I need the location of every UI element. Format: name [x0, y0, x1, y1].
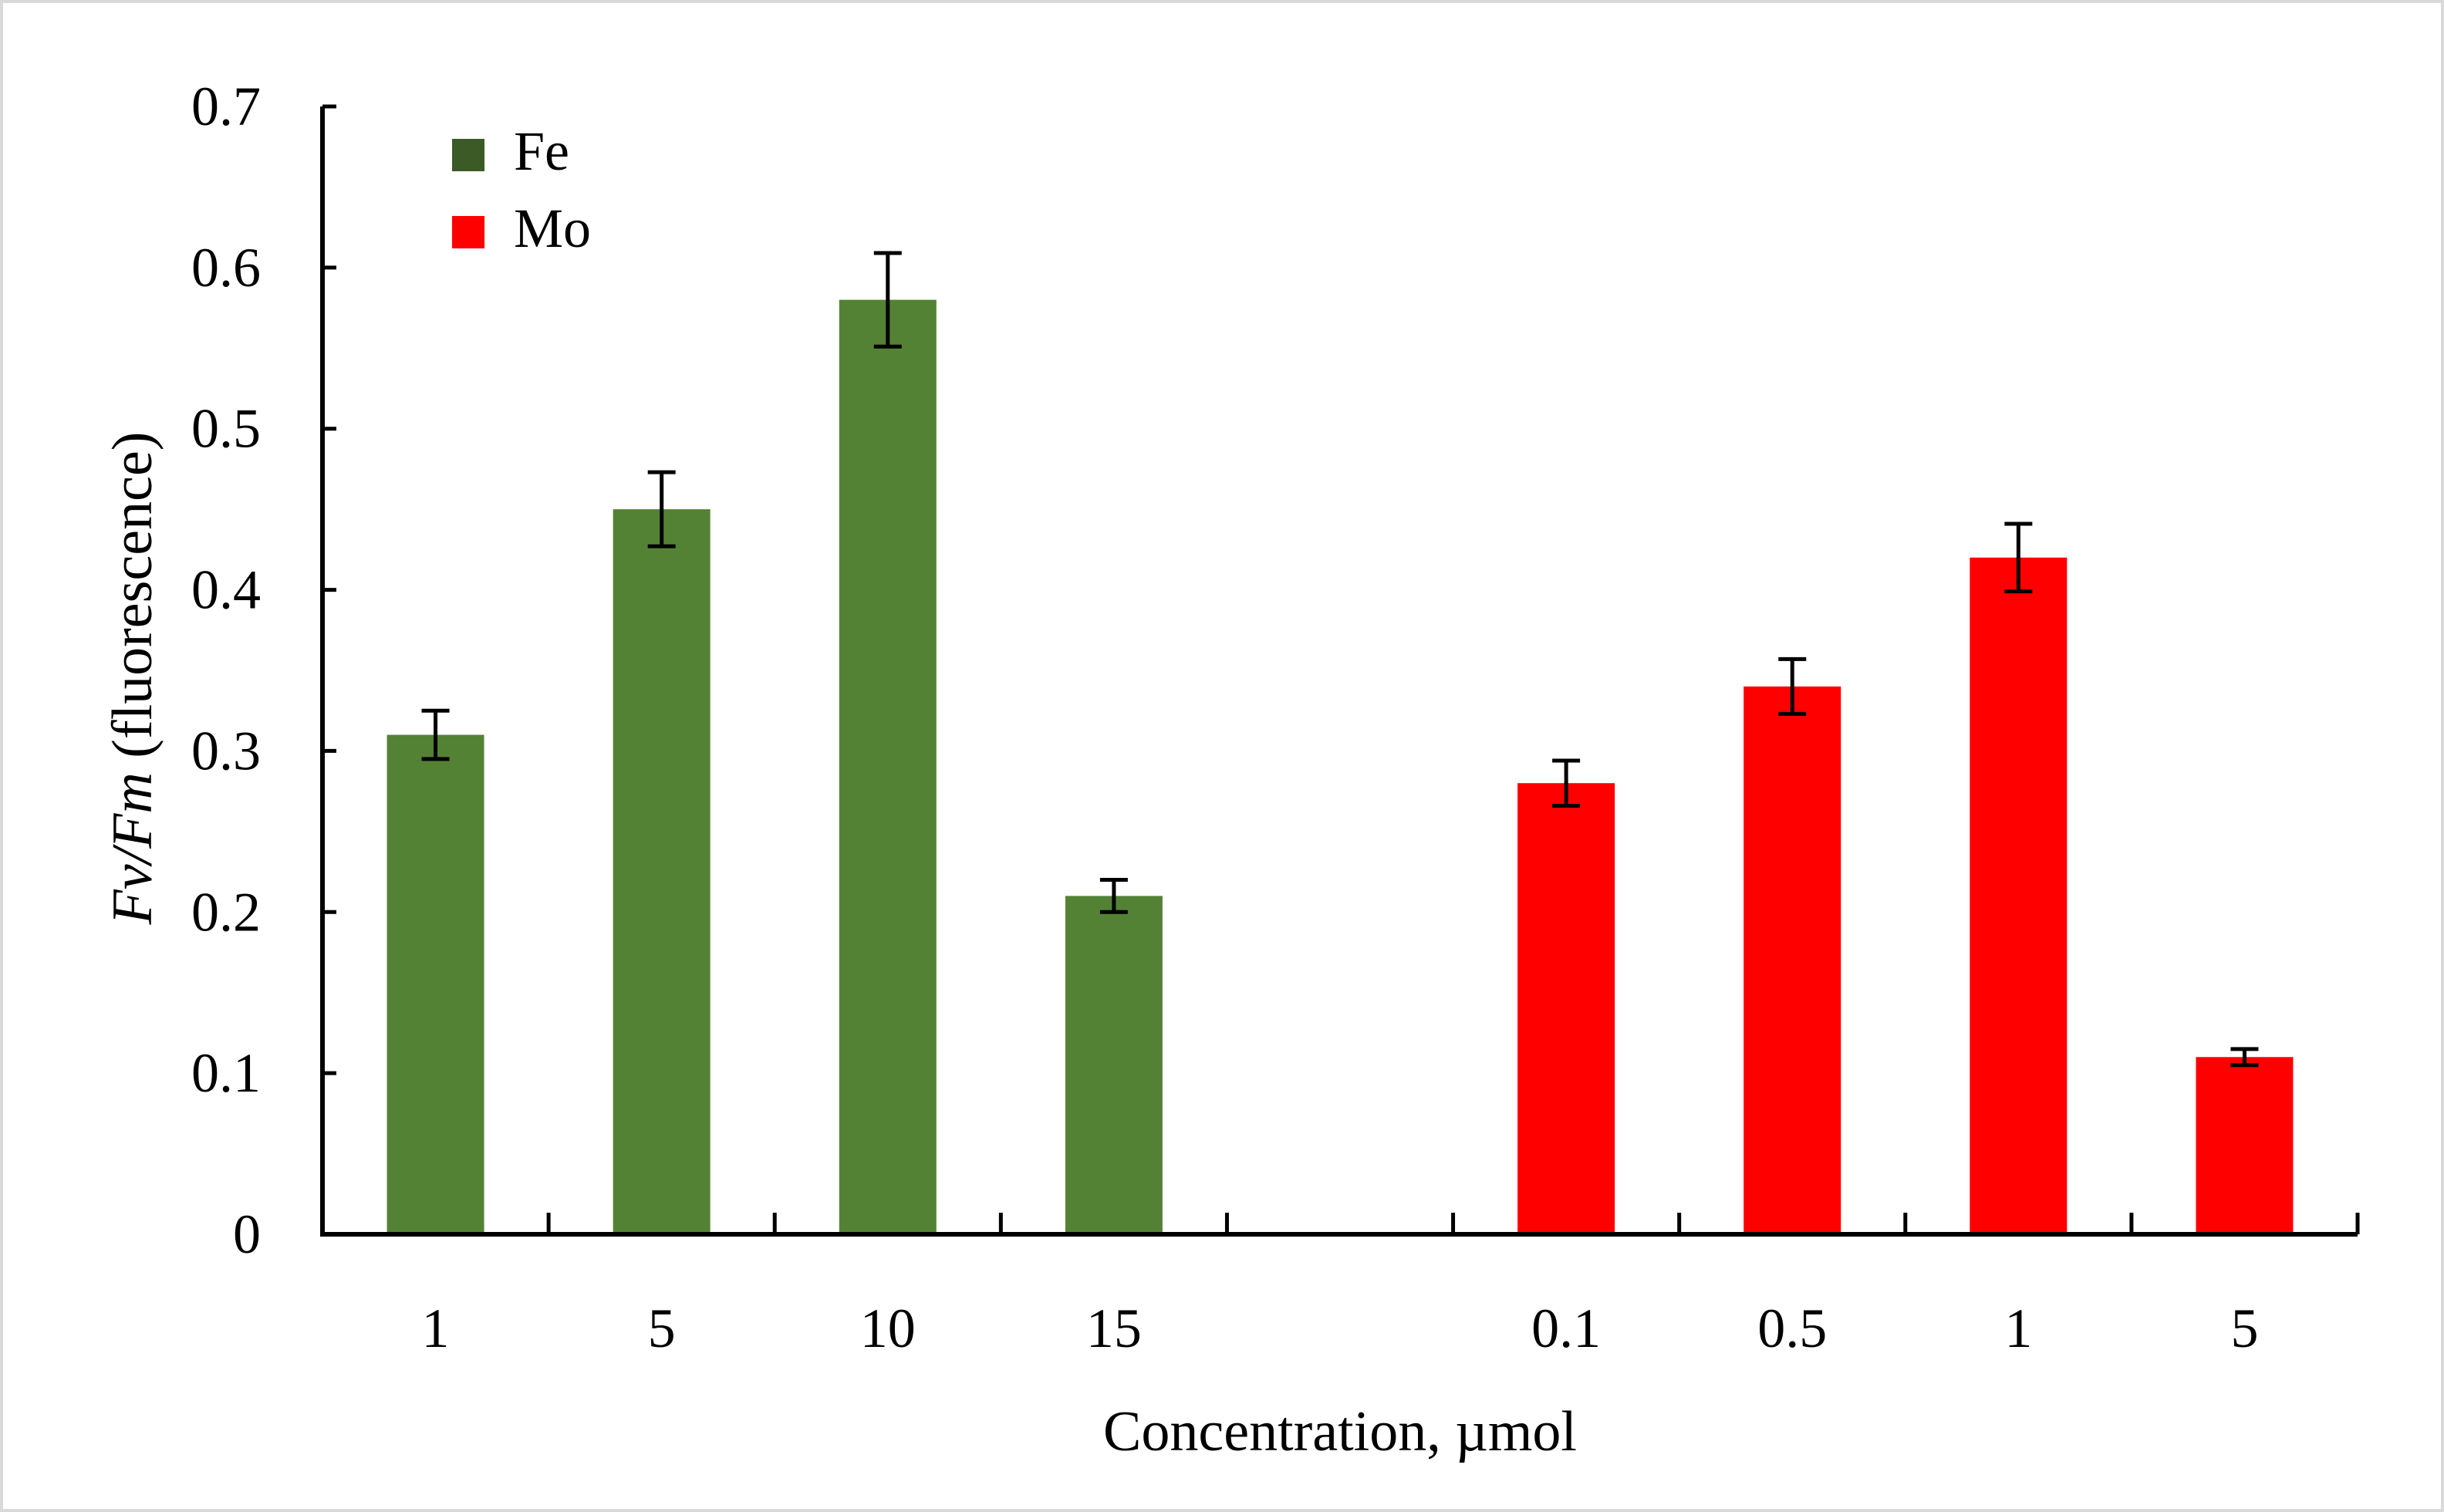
- x-ticks-group: 1 5 10 15 0.1 0.5 1 5: [422, 1213, 2360, 1359]
- axes-group: [320, 106, 2358, 1237]
- y-tick-label: 0.6: [191, 237, 261, 299]
- x-tick-label: 5: [648, 1298, 676, 1359]
- bars-group: [387, 299, 2294, 1235]
- x-tick-label: 15: [1086, 1298, 1142, 1359]
- bar-mo: [1970, 557, 2068, 1234]
- bar-fe: [1065, 896, 1163, 1234]
- y-tick-label: 0.3: [191, 720, 261, 781]
- legend-swatch-mo: [452, 216, 484, 248]
- bar-fe: [387, 734, 484, 1234]
- bar-fe: [839, 299, 937, 1235]
- y-ticks-group: 0 0.1 0.2 0.3 0.4 0.5 0.6 0.7: [191, 76, 336, 1265]
- legend-label-mo: Mo: [514, 197, 591, 259]
- y-tick-label: 0.5: [191, 398, 261, 460]
- legend: Fe Mo: [452, 120, 591, 259]
- bar-mo: [1517, 783, 1615, 1234]
- y-axis-title-italic: Fv/Fm: [101, 772, 164, 925]
- x-axis-title: Concentration, µmol: [1103, 1400, 1577, 1463]
- bar-fe: [613, 509, 711, 1234]
- y-axis-title-rest: (fluorescence): [101, 432, 164, 773]
- error-bars-group: [421, 251, 2259, 1068]
- legend-label-fe: Fe: [514, 120, 569, 182]
- x-tick-label: 5: [2230, 1298, 2258, 1359]
- y-tick-label: 0: [233, 1203, 261, 1265]
- y-axis-title: Fv/Fm (fluorescence): [101, 432, 164, 926]
- y-tick-label: 0.1: [191, 1042, 261, 1104]
- x-tick-label: 0.1: [1531, 1298, 1601, 1359]
- legend-swatch-fe: [452, 139, 484, 171]
- bar-mo: [2196, 1057, 2294, 1234]
- x-tick-label: 10: [860, 1298, 916, 1359]
- y-tick-label: 0.7: [191, 76, 261, 137]
- x-tick-label: 0.5: [1757, 1298, 1827, 1359]
- y-tick-label: 0.2: [191, 881, 261, 943]
- y-tick-label: 0.4: [191, 559, 261, 621]
- bar-mo: [1744, 686, 1841, 1234]
- x-tick-label: 1: [422, 1298, 450, 1359]
- x-tick-label: 1: [2004, 1298, 2032, 1359]
